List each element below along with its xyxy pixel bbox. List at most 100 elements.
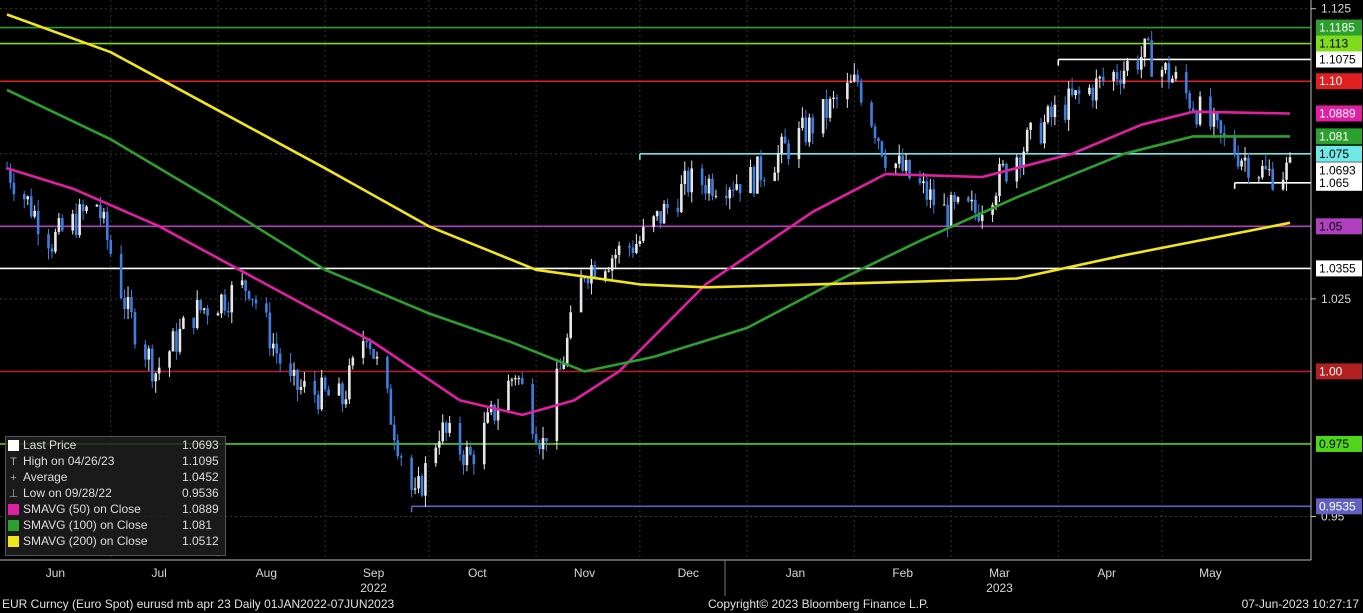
candle-body xyxy=(652,216,655,227)
candle-body xyxy=(275,343,279,354)
candle-body xyxy=(714,195,718,197)
y-tick-label: 1.125 xyxy=(1321,2,1351,16)
candle-body xyxy=(22,194,26,200)
legend: Last Price 1.0693 T High on 04/26/23 1.1095 +… xyxy=(5,436,226,556)
candle-body xyxy=(1001,163,1005,165)
sma-200-line xyxy=(6,13,1291,289)
candle-body xyxy=(472,454,476,465)
candle-body xyxy=(417,476,420,489)
candle-body xyxy=(171,331,175,352)
legend-row: Last Price 1.0693 xyxy=(6,437,225,453)
candle-body xyxy=(852,74,856,82)
candle-body xyxy=(175,331,178,352)
legend-value: 1.0889 xyxy=(182,502,219,516)
candle-body xyxy=(230,285,234,313)
level-label: 0.9535 xyxy=(1319,499,1356,513)
candle-body xyxy=(880,141,884,156)
candle-body xyxy=(783,136,787,144)
candle-body xyxy=(126,297,130,310)
candle-body xyxy=(1091,87,1095,101)
candle-body xyxy=(1029,122,1032,130)
candle-body xyxy=(365,341,368,343)
candle-body xyxy=(534,434,538,444)
legend-label: High on 04/26/23 xyxy=(23,454,115,468)
price-badge-bg xyxy=(1316,162,1362,179)
candle-body xyxy=(949,194,953,226)
sma-50-line xyxy=(6,110,1291,417)
candle-body xyxy=(303,381,306,387)
candle-body xyxy=(1222,133,1226,136)
candle-body xyxy=(1143,38,1147,58)
x-tick-label: Dec xyxy=(678,566,699,580)
candle-body xyxy=(811,117,815,134)
x-tick-label: Apr xyxy=(1097,566,1116,580)
candle-body xyxy=(700,168,704,186)
candle-body xyxy=(1050,106,1053,118)
candle-body xyxy=(603,271,607,279)
legend-row: SMAVG (100) on Close 1.081 xyxy=(6,517,225,533)
candle-body xyxy=(738,184,742,194)
level-label-bg xyxy=(1316,145,1362,162)
level-label-bg xyxy=(1316,19,1362,36)
moving-averages xyxy=(6,13,1291,417)
candle-body xyxy=(583,278,586,280)
candle-body xyxy=(520,378,524,384)
candle-body xyxy=(441,422,445,442)
candle-body xyxy=(320,377,323,410)
candle-body xyxy=(683,170,687,185)
candle-body xyxy=(759,156,763,181)
legend-row: T High on 04/26/23 1.1095 xyxy=(6,453,225,469)
candle-body xyxy=(932,189,936,206)
candle-body xyxy=(1281,179,1285,190)
candle-body xyxy=(974,199,977,213)
candle-body xyxy=(1171,78,1174,83)
candle-body xyxy=(977,212,981,222)
legend-label: Low on 09/28/22 xyxy=(23,486,112,500)
x-tick-label: Feb xyxy=(892,566,913,580)
candle-body xyxy=(873,126,877,139)
candle-body xyxy=(579,278,583,313)
candle-body xyxy=(1018,157,1022,168)
level-label-bg xyxy=(1316,435,1362,452)
candle-body xyxy=(375,356,379,359)
candle-body xyxy=(289,363,292,376)
candle-body xyxy=(541,437,545,450)
candle-body xyxy=(1074,90,1077,96)
x-tick-label: Sep xyxy=(363,566,385,580)
x-tick-label: May xyxy=(1199,566,1222,580)
price-badge-bg xyxy=(1316,105,1362,122)
candle-body xyxy=(1095,78,1098,101)
candle-body xyxy=(251,298,254,300)
candle-body xyxy=(659,211,662,224)
candle-body xyxy=(970,199,974,202)
candle-body xyxy=(559,368,562,370)
candle-body xyxy=(925,181,929,200)
candle-body xyxy=(1195,112,1198,125)
candle-body xyxy=(313,381,317,395)
candle-body xyxy=(482,422,486,465)
candle-body xyxy=(849,81,853,83)
candle-body xyxy=(1088,87,1091,95)
candle-body xyxy=(967,197,970,202)
level-label-bg xyxy=(1316,35,1362,52)
candle-body xyxy=(517,378,521,380)
candle-body xyxy=(1119,79,1122,84)
candle-body xyxy=(348,365,351,400)
candle-body xyxy=(586,278,590,284)
candle-body xyxy=(168,351,171,368)
candle-body xyxy=(780,136,783,154)
level-label: 1.065 xyxy=(1319,176,1349,190)
candle-body xyxy=(361,341,365,358)
candle-body xyxy=(386,356,389,389)
candle-body xyxy=(437,441,441,448)
legend-row: SMAVG (200) on Close 1.0512 xyxy=(6,533,225,549)
candle-body xyxy=(244,280,247,292)
candle-body xyxy=(690,168,694,193)
candle-body xyxy=(424,463,427,496)
candle-body xyxy=(994,196,998,205)
candle-body xyxy=(493,404,496,421)
candle-body xyxy=(1136,60,1140,70)
legend-swatch xyxy=(8,504,19,516)
